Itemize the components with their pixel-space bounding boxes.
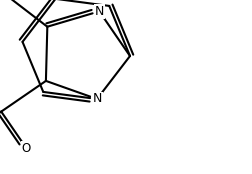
Text: O: O	[22, 142, 31, 155]
Text: N: N	[94, 5, 104, 18]
Text: N: N	[92, 93, 102, 105]
